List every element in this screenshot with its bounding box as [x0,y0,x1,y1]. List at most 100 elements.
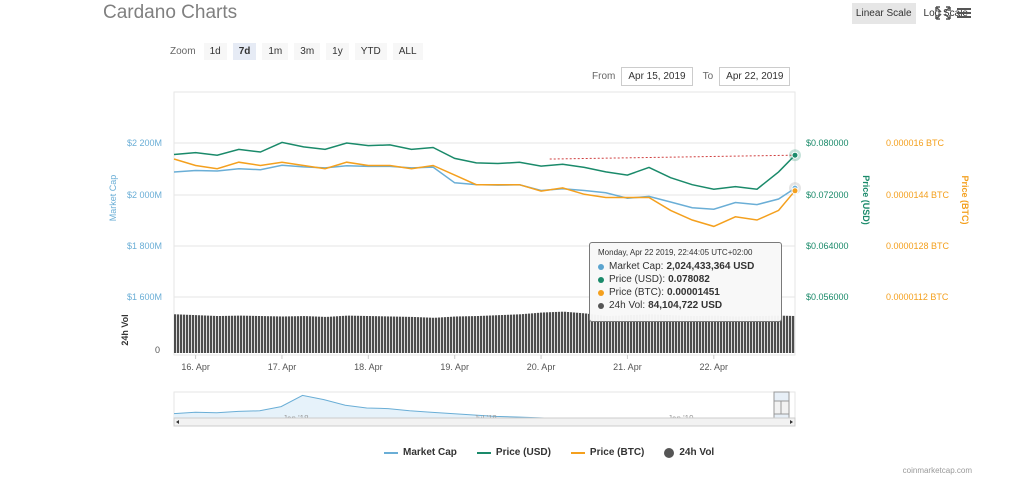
navigator-handle-right [780,400,790,415]
zoom-ytd-button[interactable]: YTD [354,43,387,60]
volume-bar [735,316,738,353]
volume-bar [213,315,216,353]
x-tick-label: 17. Apr [268,362,297,372]
from-date-input[interactable]: Apr 15, 2019 [621,67,693,86]
volume-bar [690,315,693,353]
volume-bar [336,316,339,353]
volume-bar [444,317,447,353]
tooltip-row-price-btc: Price (BTC): 0.00001451 [598,286,773,299]
volume-bar [672,315,675,353]
volume-dot-icon [598,302,604,309]
price-btc-tick-label: 0.0000128 BTC [886,241,950,251]
volume-bar [543,312,546,353]
zoom-7d-button[interactable]: 7d [232,43,257,60]
volume-bar [240,315,243,353]
volume-bar [306,316,309,353]
volume-bar [318,316,321,353]
volume-bar [627,315,630,353]
volume-bar [333,316,336,353]
volume-bar [594,314,597,353]
volume-bar [282,316,285,353]
volume-bar [441,317,444,353]
legend-item-price-usd[interactable]: Price (USD) [476,447,551,458]
volume-bar [270,316,273,353]
volume-bar [192,315,195,353]
volume-bar [459,316,462,353]
volume-bar [648,314,651,353]
volume-bar [642,314,645,353]
linear-scale-button[interactable]: Linear Scale [851,3,916,24]
volume-bar [423,317,426,353]
volume-bar [243,315,246,353]
volume-bar [780,315,783,353]
volume-bar [597,314,600,353]
price-usd-tick-label: $0.064000 [806,241,849,251]
market-cap-tick-label: $2 200M [127,138,162,148]
volume-bar [726,316,729,353]
volume-bar [579,312,582,353]
volume-bar [792,315,795,353]
volume-bar [753,316,756,353]
volume-bar [231,315,234,353]
log-scale-button[interactable]: Log Scale [923,8,968,19]
fullscreen-icon[interactable] [935,6,951,20]
volume-bar [603,315,606,353]
volume-bar [393,316,396,353]
x-tick-label: 18. Apr [354,362,383,372]
volume-bar [450,316,453,353]
volume-bar [378,316,381,353]
volume-bar [765,315,768,353]
volume-bar [468,316,471,353]
volume-axis-label: 24h Vol [120,314,130,345]
volume-bar [411,316,414,353]
zoom-3m-button[interactable]: 3m [294,43,321,60]
volume-bar [219,316,222,353]
navigator-scrollbar [173,417,796,427]
volume-bar [750,316,753,353]
volume-bar [675,315,678,353]
x-tick-label: 21. Apr [613,362,642,372]
tooltip-label: 24h Vol: [609,300,646,311]
volume-bar [342,315,345,353]
volume-bar [714,315,717,353]
volume-bar [789,315,792,353]
volume-bar [600,315,603,353]
volume-bar [327,316,330,353]
volume-bar [729,316,732,353]
to-date-input[interactable]: Apr 22, 2019 [719,67,791,86]
volume-bar [429,317,432,353]
volume-bar [636,314,639,353]
volume-bar [558,311,561,353]
volume-bar [654,314,657,353]
volume-bars [174,311,795,353]
menu-icon[interactable] [956,6,972,20]
scroll-right-arrow [790,420,793,424]
volume-bar [585,313,588,353]
volume-bar [363,315,366,353]
volume-bar [276,316,279,353]
market-cap-axis-label: Market Cap [108,175,118,222]
tooltip-label: Market Cap: [609,261,664,272]
zoom-1y-button[interactable]: 1y [326,43,349,60]
legend-item-price-btc[interactable]: Price (BTC) [570,447,644,458]
x-tick-label: 19. Apr [440,362,469,372]
zoom-all-button[interactable]: ALL [392,43,423,60]
price-usd-axis-label: Price (USD) [861,175,871,225]
volume-bar [408,316,411,353]
trend-line [549,154,796,160]
volume-bar [519,314,522,353]
volume-bar [669,315,672,353]
volume-bar [309,316,312,353]
legend-item-market-cap[interactable]: Market Cap [384,447,457,458]
legend-item-volume[interactable]: 24h Vol [664,447,714,458]
zoom-1m-button[interactable]: 1m [262,43,289,60]
volume-bar [702,315,705,353]
volume-bar [582,313,585,353]
volume-bar [312,316,315,353]
volume-bar [744,316,747,353]
zoom-1d-button[interactable]: 1d [203,43,227,60]
volume-bar [495,315,498,353]
volume-bar [615,315,618,353]
market-cap-tick-label: $1 600M [127,292,162,302]
